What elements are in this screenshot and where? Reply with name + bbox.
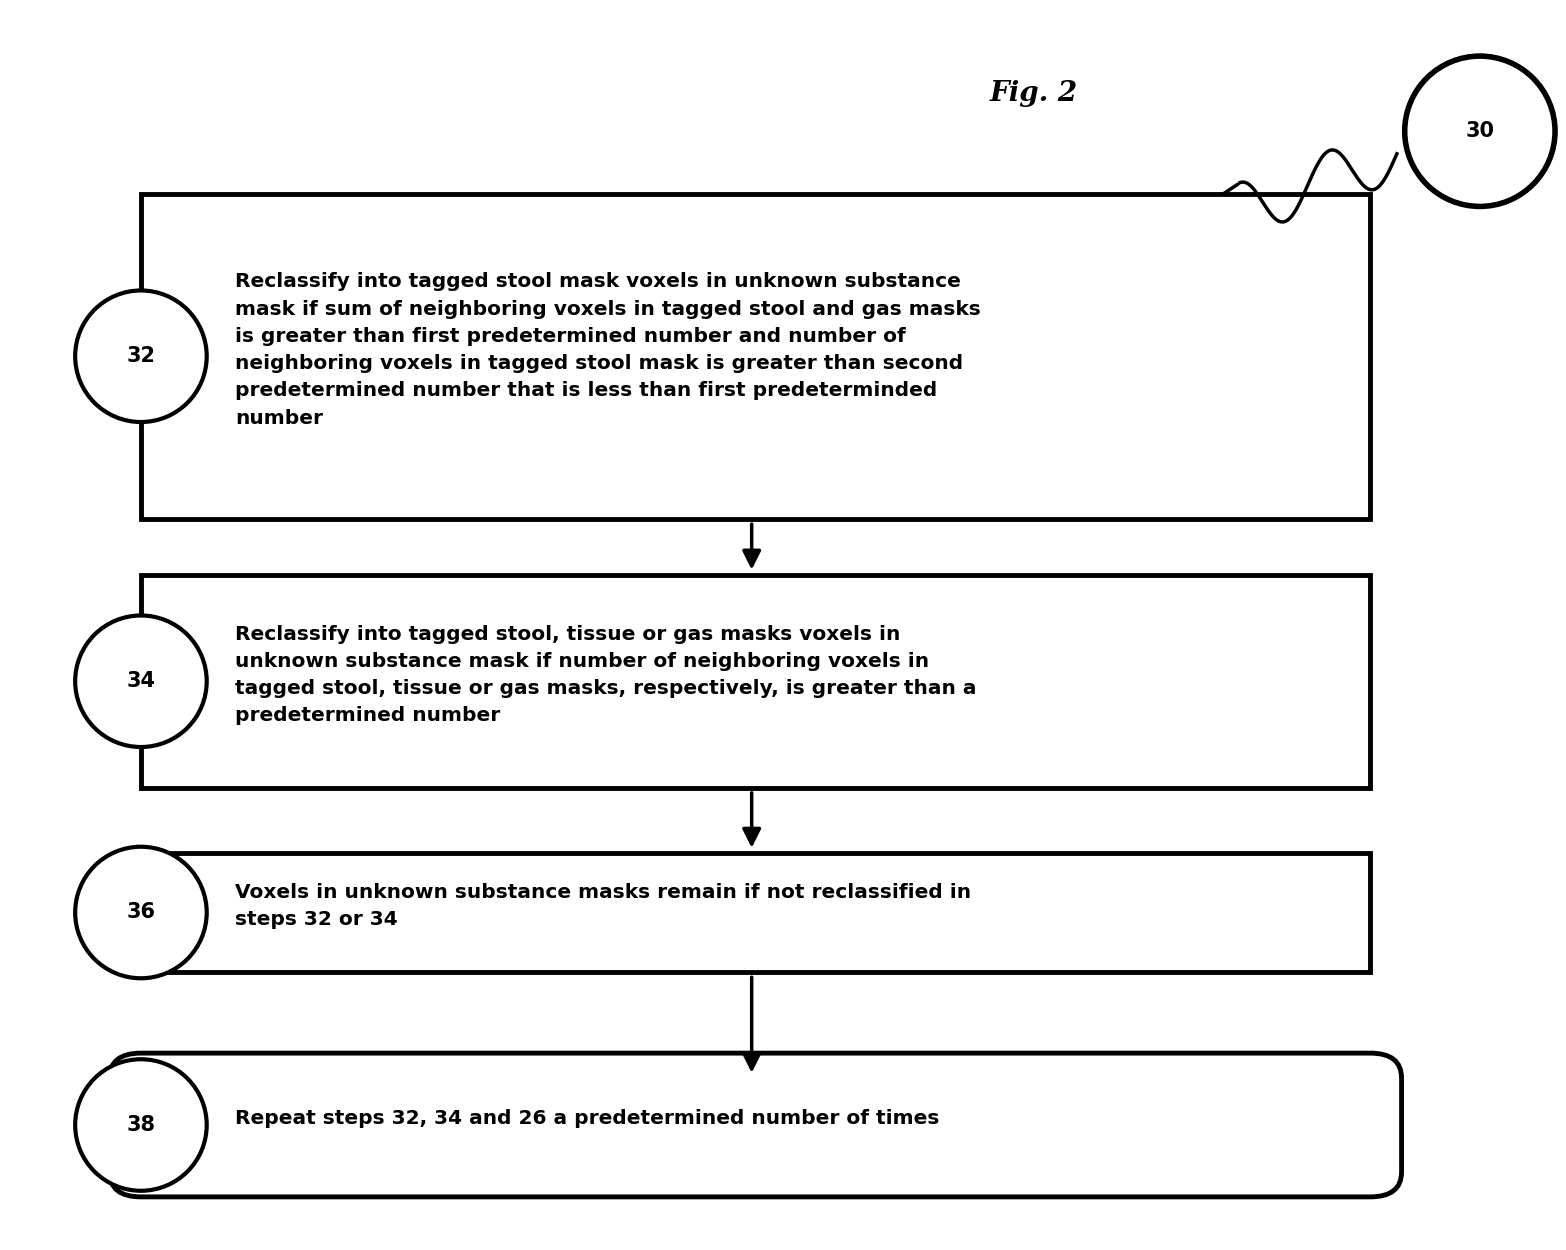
Text: 38: 38 [127, 1115, 155, 1135]
Ellipse shape [75, 1059, 207, 1191]
Text: Reclassify into tagged stool, tissue or gas masks voxels in
unknown substance ma: Reclassify into tagged stool, tissue or … [235, 625, 976, 725]
Text: 32: 32 [127, 346, 155, 366]
Ellipse shape [1405, 56, 1555, 206]
Ellipse shape [75, 290, 207, 422]
Bar [141, 194, 1370, 519]
Text: Reclassify into tagged stool mask voxels in unknown substance
mask if sum of nei: Reclassify into tagged stool mask voxels… [235, 272, 980, 428]
Text: Fig. 2: Fig. 2 [990, 80, 1077, 107]
FancyBboxPatch shape [110, 1052, 1402, 1198]
Text: Voxels in unknown substance masks remain if not reclassified in
steps 32 or 34: Voxels in unknown substance masks remain… [235, 882, 971, 930]
Ellipse shape [75, 846, 207, 979]
Ellipse shape [75, 615, 207, 748]
Bar [141, 853, 1370, 973]
Text: Repeat steps 32, 34 and 26 a predetermined number of times: Repeat steps 32, 34 and 26 a predetermin… [235, 1109, 940, 1129]
Text: 30: 30 [1466, 121, 1494, 141]
Bar [141, 575, 1370, 788]
Text: 36: 36 [127, 902, 155, 922]
Text: 34: 34 [127, 671, 155, 691]
